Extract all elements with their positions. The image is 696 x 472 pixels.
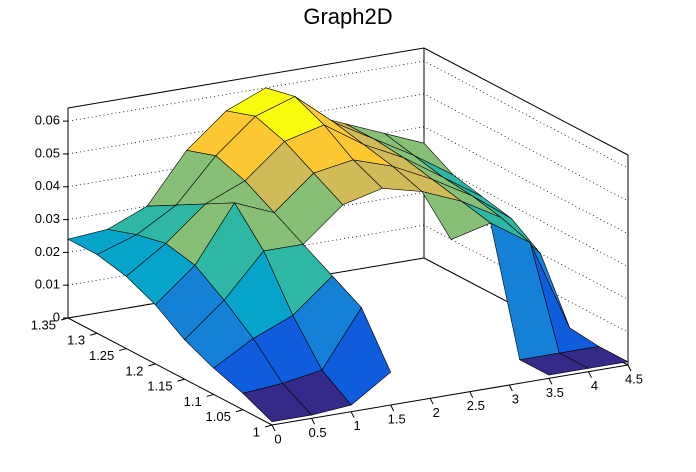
x-tick-label: 1.5 xyxy=(388,411,406,426)
z-tick-label: 0.02 xyxy=(35,244,60,259)
axis-frame xyxy=(67,47,425,109)
y-tick-label: 1 xyxy=(253,424,260,439)
x-tick xyxy=(548,378,553,385)
y-tick-label: 1.3 xyxy=(67,333,85,348)
x-tick-label: 4.5 xyxy=(625,371,643,386)
x-tick-label: 1 xyxy=(353,418,360,433)
surface-patch xyxy=(421,191,492,240)
y-tick xyxy=(90,332,98,336)
x-tick-label: 2.5 xyxy=(467,398,485,413)
y-tick-label: 1.15 xyxy=(147,379,172,394)
z-tick-label: 0.01 xyxy=(35,277,60,292)
x-tick-label: 2 xyxy=(433,405,440,420)
y-tick xyxy=(60,317,69,321)
x-tick xyxy=(587,371,592,378)
x-tick-label: 3 xyxy=(512,391,519,406)
z-tick-label: 0.06 xyxy=(35,113,60,128)
y-tick xyxy=(177,378,185,382)
y-axis xyxy=(67,317,273,426)
x-tick xyxy=(627,364,632,372)
z-tick-label: 0.03 xyxy=(35,211,60,226)
y-tick-label: 1.35 xyxy=(31,317,56,332)
y-tick xyxy=(148,363,156,367)
y-tick-label: 1.25 xyxy=(89,348,114,363)
y-tick-label: 1.2 xyxy=(125,363,143,378)
chart-title: Graph2D xyxy=(303,4,392,29)
x-tick-label: 3.5 xyxy=(546,385,564,400)
z-tick-label: 0.05 xyxy=(35,145,60,160)
y-tick-label: 1.05 xyxy=(206,409,231,424)
axis-frame xyxy=(423,47,629,156)
grid-line xyxy=(67,60,629,169)
x-tick-label: 4 xyxy=(591,378,598,393)
x-tick xyxy=(390,404,395,412)
y-tick-label: 1.1 xyxy=(184,394,202,409)
x-tick xyxy=(350,411,355,418)
surface-patch xyxy=(242,383,313,423)
z-tick-label: 0.04 xyxy=(35,178,60,193)
y-tick xyxy=(264,424,273,428)
y-tick xyxy=(206,393,214,397)
y-tick xyxy=(235,409,243,413)
grid-line xyxy=(67,93,629,202)
x-tick xyxy=(429,398,434,405)
x-tick xyxy=(271,424,276,432)
x-tick xyxy=(508,384,513,392)
y-tick xyxy=(119,348,127,352)
surface-patch xyxy=(518,352,590,376)
x-tick-label: 0 xyxy=(274,431,281,446)
z-tick-label: 0 xyxy=(53,309,60,324)
x-tick-label: 0.5 xyxy=(309,425,327,440)
x-axis xyxy=(271,364,629,426)
x-tick xyxy=(469,391,474,398)
x-tick xyxy=(311,418,316,425)
